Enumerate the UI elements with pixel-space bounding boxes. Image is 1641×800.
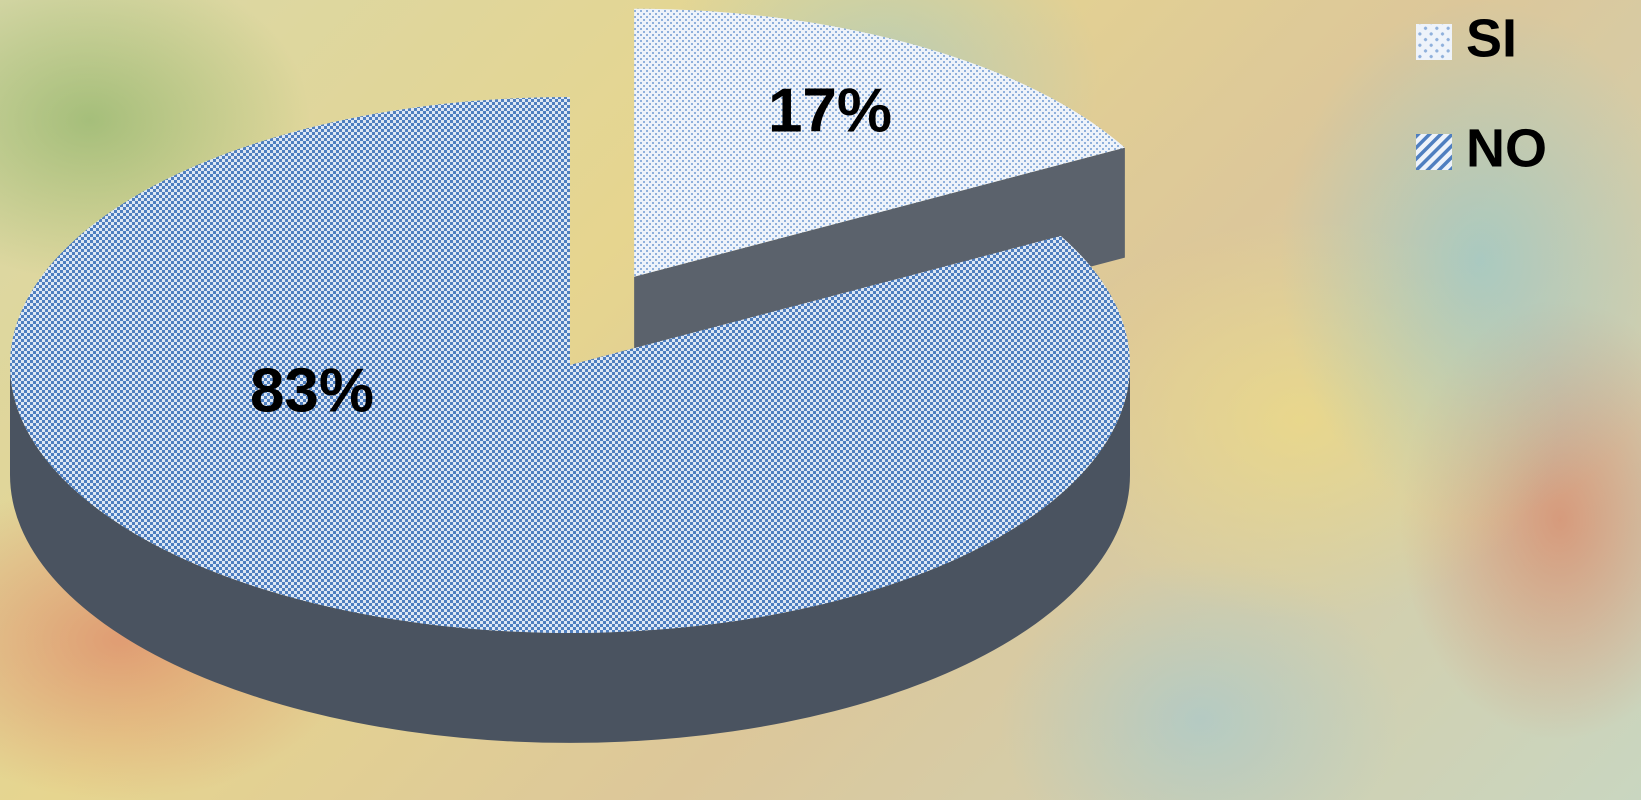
slice-wall — [10, 365, 1130, 743]
data-label: 17% — [768, 76, 892, 145]
pie-slice — [9, 97, 1130, 633]
legend-label: NO — [1466, 118, 1547, 178]
data-label: 83% — [250, 356, 374, 425]
legend-swatch — [1416, 24, 1452, 60]
pie-slice — [634, 8, 1125, 277]
legend-label: SI — [1466, 8, 1517, 68]
legend-swatch — [1416, 134, 1452, 170]
